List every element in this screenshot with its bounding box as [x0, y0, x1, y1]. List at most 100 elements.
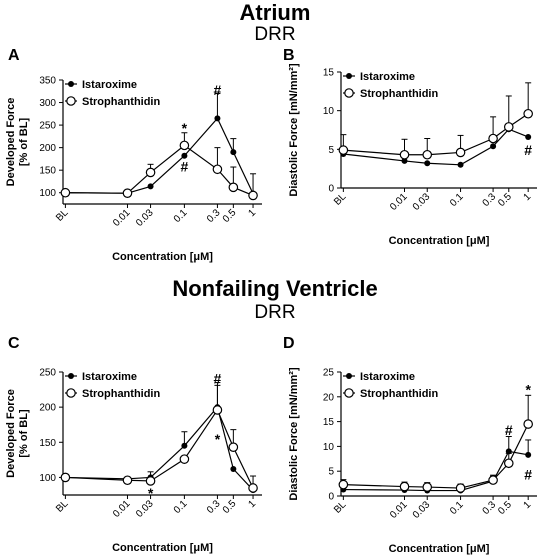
data-point-strophanthidin — [523, 419, 533, 429]
significance-annotation: # — [214, 370, 222, 386]
y-tick-label: 100 — [39, 188, 56, 199]
series-line-istaroxime — [65, 117, 254, 194]
y-tick-label: 250 — [39, 121, 56, 132]
data-point-istaroxime — [214, 115, 221, 122]
series-line-istaroxime — [343, 450, 529, 492]
significance-annotation: # — [180, 159, 188, 175]
x-tick-label: BL — [332, 499, 349, 516]
legend-label-istaroxime: Istaroxime — [360, 371, 415, 383]
x-axis-label: Concentration [μM] — [389, 235, 490, 247]
data-point-istaroxime — [525, 133, 532, 140]
x-tick-label: BL — [332, 191, 349, 208]
y-tick-label: 0 — [328, 184, 334, 195]
significance-annotation: # — [214, 82, 222, 98]
data-point-strophanthidin — [422, 482, 433, 492]
x-tick-label: 1 — [246, 498, 258, 510]
series-line-strophanthidin — [343, 113, 529, 156]
data-point-strophanthidin — [212, 405, 223, 415]
x-tick-label: 0.01 — [388, 191, 410, 213]
y-tick-label: 200 — [39, 143, 56, 154]
x-tick-label: 0.3 — [205, 207, 223, 225]
data-point-strophanthidin — [122, 188, 133, 198]
data-point-strophanthidin — [455, 147, 466, 158]
series-line-strophanthidin — [65, 144, 254, 196]
data-point-strophanthidin — [503, 458, 514, 469]
y-tick-label: 350 — [39, 76, 56, 87]
data-point-strophanthidin — [399, 481, 410, 492]
x-tick-label: 1 — [246, 207, 258, 219]
legend-label-istaroxime: Istaroxime — [82, 79, 137, 91]
chart-panel-c: C 100 150 200 250 BL 0.01 0.03 0.1 0.30.5 1 Concent… — [5, 335, 262, 554]
panel-letter: B — [283, 47, 295, 64]
data-point-istaroxime — [230, 149, 237, 156]
data-point-strophanthidin — [488, 133, 498, 144]
data-point-istaroxime — [525, 451, 532, 458]
series-line-strophanthidin — [65, 408, 254, 489]
data-point-istaroxime — [230, 465, 237, 472]
data-point-strophanthidin — [338, 145, 349, 155]
section-title-atrium: Atrium — [239, 0, 311, 25]
legend-marker-strophanthidin — [344, 88, 354, 98]
data-point-strophanthidin — [179, 140, 190, 151]
x-tick-label: BL — [54, 207, 71, 224]
panel-letter: D — [283, 335, 295, 352]
x-tick-label: 0.03 — [411, 499, 433, 521]
y-tick-label: 5 — [328, 145, 334, 156]
x-tick-label: 0.1 — [172, 207, 190, 225]
data-point-strophanthidin — [248, 483, 258, 493]
significance-annotation: * — [525, 381, 531, 397]
section-title-ventricle: Nonfailing Ventricle — [172, 276, 378, 301]
x-tick-label: 1 — [522, 191, 534, 203]
section-subtitle-ventricle: DRR — [254, 302, 296, 323]
legend-marker-istaroxime — [346, 73, 352, 79]
x-tick-label: BL — [54, 498, 71, 515]
x-tick-label: 0.1 — [172, 498, 190, 516]
chart-panel-a: A 100 150 200 250 300 350 BL 0.01 0.03 0.1 0.30.5 1 C… — [5, 47, 262, 263]
x-tick-label: 0.5 — [496, 191, 514, 209]
y-tick-label: 10 — [323, 106, 335, 117]
y-tick-label: 200 — [39, 403, 56, 414]
x-tick-label: 0.3 — [481, 499, 499, 517]
x-tick-label: 0.5 — [221, 498, 239, 516]
legend-label-strophanthidin: Strophanthidin — [360, 88, 438, 100]
legend-marker-istaroxime — [68, 81, 74, 87]
data-point-strophanthidin — [60, 472, 71, 483]
x-tick-label: 0.1 — [448, 499, 466, 517]
legend-label-strophanthidin: Strophanthidin — [82, 96, 160, 108]
data-point-strophanthidin — [503, 122, 514, 132]
y-tick-label: 0 — [328, 492, 334, 503]
y-axis-label: Diastolic Force [mN/mm²] — [288, 367, 300, 501]
x-axis-label: Concentration [μM] — [112, 542, 213, 554]
legend-label-strophanthidin: Strophanthidin — [360, 388, 438, 400]
data-point-istaroxime — [457, 161, 464, 168]
y-axis-label: Diastolic Force [mN/mm²] — [288, 63, 300, 197]
x-tick-label: 1 — [522, 499, 534, 511]
significance-annotation: * — [148, 485, 154, 501]
data-point-strophanthidin — [228, 182, 239, 193]
data-point-strophanthidin — [145, 476, 156, 486]
data-point-strophanthidin — [60, 187, 71, 198]
data-point-istaroxime — [181, 152, 188, 159]
data-point-strophanthidin — [248, 190, 258, 201]
data-point-istaroxime — [490, 143, 497, 150]
y-tick-label: 15 — [323, 68, 335, 79]
y-tick-label: 5 — [328, 467, 334, 478]
y-tick-label: 150 — [39, 166, 56, 177]
y-tick-label: 25 — [323, 368, 335, 379]
significance-annotation: * — [182, 120, 188, 136]
y-tick-label: 300 — [39, 98, 56, 109]
significance-annotation: * — [215, 431, 221, 447]
y-axis-label: Developed Force — [5, 98, 17, 187]
data-point-strophanthidin — [523, 108, 533, 119]
legend-label-istaroxime: Istaroxime — [82, 371, 137, 383]
data-point-strophanthidin — [145, 167, 156, 178]
x-tick-label: 0.03 — [134, 207, 156, 229]
x-axis-label: Concentration [μM] — [112, 251, 213, 263]
legend-label-istaroxime: Istaroxime — [360, 71, 415, 83]
y-tick-label: 10 — [323, 442, 335, 453]
data-point-strophanthidin — [122, 475, 133, 486]
legend-label-strophanthidin: Strophanthidin — [82, 388, 160, 400]
legend-marker-strophanthidin — [66, 388, 76, 398]
data-point-strophanthidin — [179, 454, 190, 464]
data-point-strophanthidin — [422, 149, 433, 160]
